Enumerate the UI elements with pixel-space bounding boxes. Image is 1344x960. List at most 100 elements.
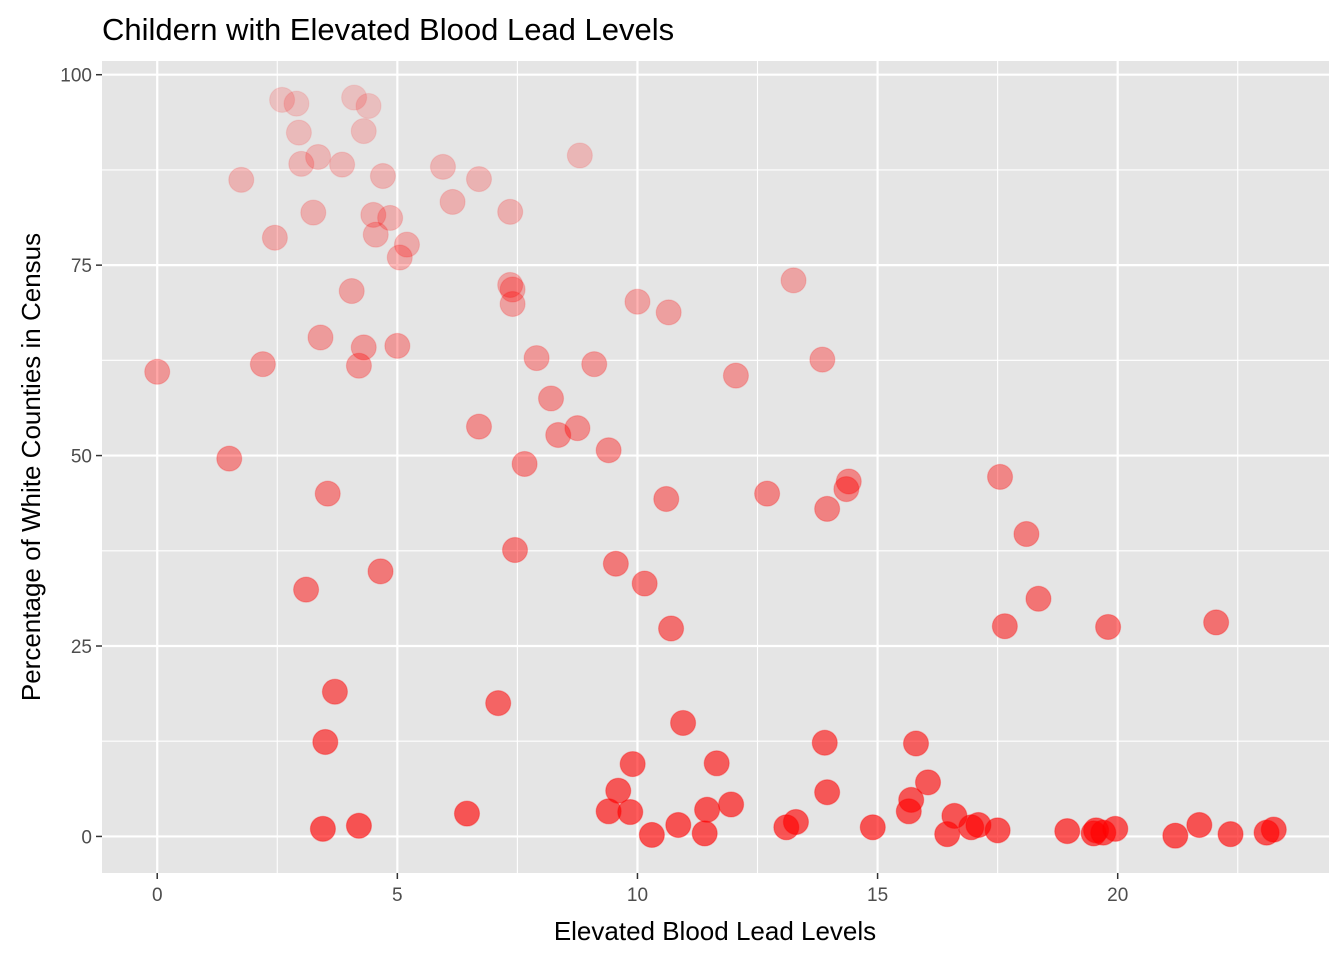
data-point: [283, 90, 310, 117]
data-point: [499, 290, 526, 318]
data-point: [545, 421, 572, 449]
data-point: [261, 224, 288, 251]
data-point: [355, 92, 382, 120]
data-point: [631, 570, 658, 597]
data-point: [511, 450, 538, 478]
data-point: [619, 750, 646, 778]
x-tick-label: 15: [867, 885, 888, 906]
data-point: [564, 415, 591, 442]
y-tick-label: 100: [60, 66, 92, 87]
data-point: [367, 558, 394, 585]
data-point: [228, 166, 255, 193]
data-point: [1217, 821, 1244, 848]
minor-grid-lines: [102, 61, 1329, 873]
data-point: [1186, 811, 1213, 839]
data-point: [393, 231, 421, 258]
y-axis-label: Percentage of White Counties in Census: [16, 233, 46, 701]
data-point: [429, 153, 457, 180]
data-point: [722, 362, 750, 389]
data-point: [835, 468, 862, 495]
data-point: [292, 576, 320, 603]
data-points: [144, 84, 1287, 849]
data-point: [914, 769, 942, 796]
data-point: [1013, 520, 1040, 548]
data-point: [811, 729, 838, 756]
data-point: [362, 221, 389, 248]
data-point: [669, 709, 697, 737]
data-point: [369, 162, 397, 190]
data-point: [249, 351, 276, 378]
data-point: [605, 777, 632, 804]
data-point: [703, 750, 730, 777]
data-point: [595, 437, 622, 464]
data-point: [1094, 613, 1122, 641]
data-point: [1260, 816, 1287, 843]
data-point: [782, 808, 810, 836]
data-point: [991, 613, 1018, 640]
data-point: [288, 150, 315, 177]
data-point: [859, 814, 886, 841]
data-point: [377, 204, 404, 232]
data-point: [285, 119, 312, 146]
data-point: [501, 536, 529, 564]
data-point: [814, 779, 841, 806]
data-point: [566, 142, 593, 169]
data-point: [314, 480, 341, 507]
x-tick-label: 10: [627, 885, 648, 906]
data-point: [638, 821, 665, 849]
data-point: [144, 358, 171, 385]
data-point: [624, 288, 651, 315]
data-point: [439, 188, 466, 216]
data-point: [465, 413, 493, 440]
data-point: [307, 324, 334, 351]
data-point: [814, 495, 841, 522]
data-point: [1102, 815, 1129, 842]
data-point: [341, 84, 368, 111]
chart-title: Childern with Elevated Blood Lead Levels: [102, 12, 674, 47]
data-point: [537, 385, 565, 412]
data-point: [780, 267, 807, 294]
data-point: [691, 820, 718, 847]
data-point: [485, 690, 512, 717]
data-point: [657, 615, 685, 642]
data-point: [617, 798, 644, 826]
y-tick-label: 25: [71, 637, 92, 658]
data-point: [1025, 585, 1052, 612]
data-point: [655, 299, 682, 326]
data-point: [984, 817, 1011, 844]
data-point: [902, 730, 930, 757]
data-point: [1203, 609, 1230, 636]
data-point: [305, 143, 332, 171]
y-tick-label: 0: [81, 827, 92, 848]
data-point: [268, 86, 296, 113]
data-point: [693, 796, 721, 823]
data-point: [754, 480, 781, 507]
data-point: [523, 344, 550, 372]
data-point: [338, 277, 365, 305]
data-point: [497, 271, 524, 299]
data-point: [465, 165, 493, 193]
x-axis: 0 5 10 15 20: [152, 873, 1128, 906]
data-point: [653, 485, 680, 513]
data-point: [360, 201, 387, 228]
data-point: [665, 811, 692, 839]
plot-background: [102, 61, 1329, 873]
data-point: [581, 351, 608, 378]
data-point: [384, 332, 411, 359]
data-point: [497, 198, 524, 225]
data-point: [350, 334, 377, 361]
data-point: [321, 678, 349, 705]
data-point: [833, 475, 860, 503]
x-axis-label: Elevated Blood Lead Levels: [554, 916, 876, 946]
data-point: [453, 800, 481, 827]
y-tick-label: 75: [71, 256, 92, 277]
data-point: [345, 352, 373, 379]
data-point: [312, 728, 339, 756]
data-point: [1162, 822, 1189, 849]
data-point: [809, 346, 836, 373]
data-point: [309, 815, 337, 842]
x-tick-label: 5: [392, 885, 403, 906]
data-point: [1054, 818, 1081, 845]
data-point: [499, 276, 526, 303]
